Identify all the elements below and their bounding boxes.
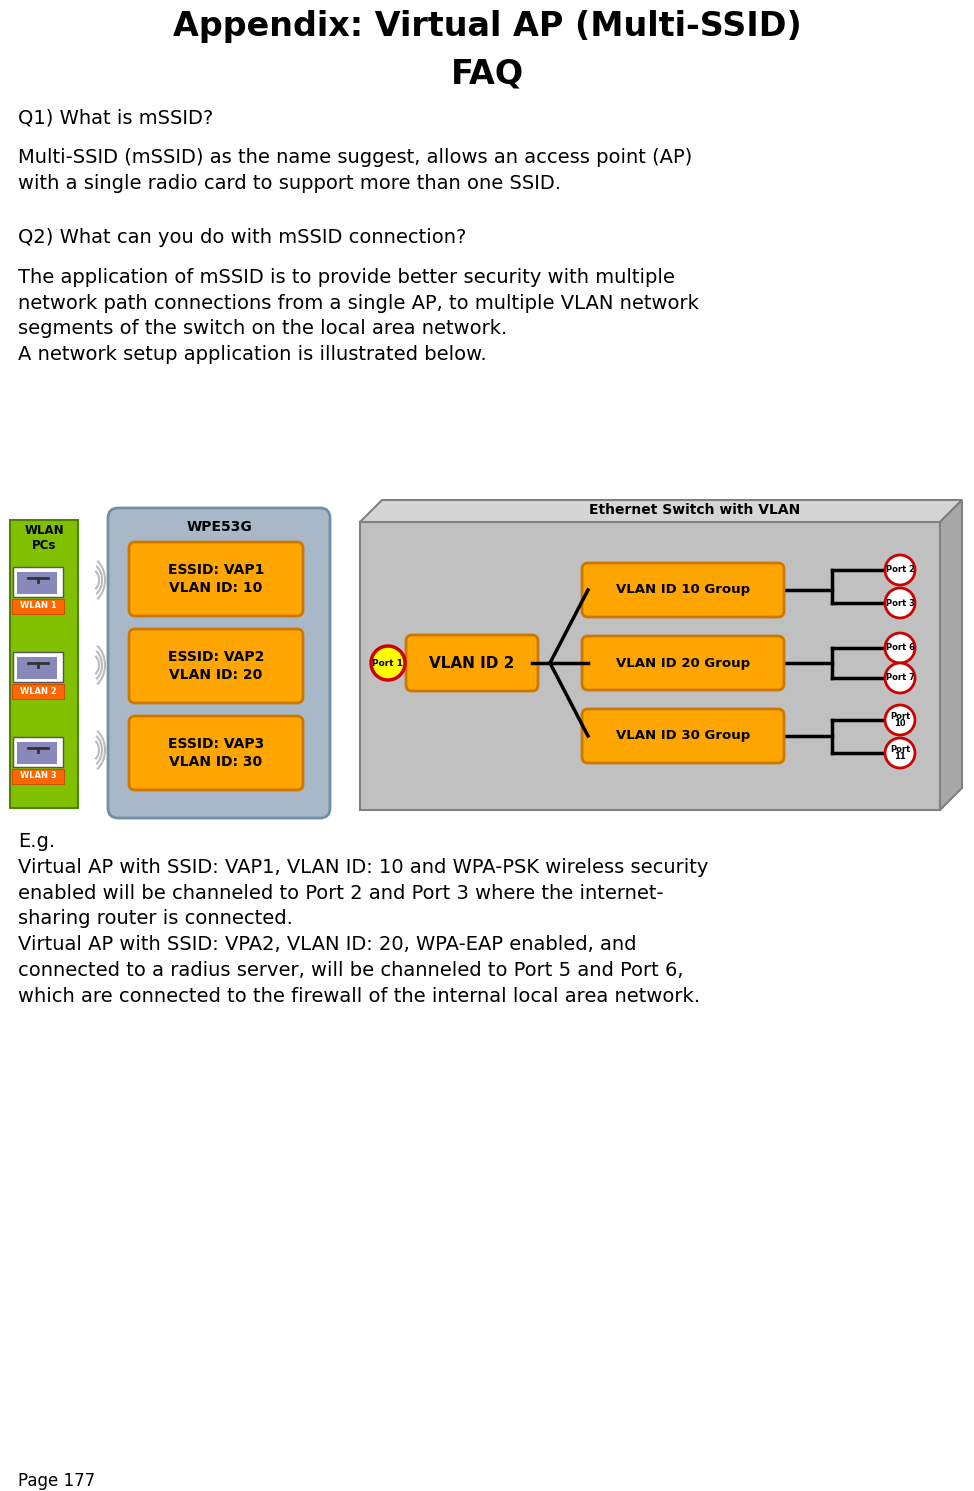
- Polygon shape: [360, 499, 962, 522]
- Circle shape: [885, 587, 915, 617]
- Text: VLAN ID 30 Group: VLAN ID 30 Group: [616, 729, 750, 743]
- Text: WLAN 1: WLAN 1: [19, 601, 56, 610]
- Text: Port 6: Port 6: [885, 644, 915, 653]
- Text: Q2) What can you do with mSSID connection?: Q2) What can you do with mSSID connectio…: [18, 228, 467, 248]
- Text: Port 1: Port 1: [372, 659, 403, 668]
- FancyBboxPatch shape: [13, 652, 63, 681]
- Text: VLAN ID 20 Group: VLAN ID 20 Group: [616, 656, 750, 669]
- Text: ESSID: VAP1
VLAN ID: 10: ESSID: VAP1 VLAN ID: 10: [168, 564, 264, 595]
- FancyBboxPatch shape: [17, 573, 57, 593]
- Text: Appendix: Virtual AP (Multi-SSID): Appendix: Virtual AP (Multi-SSID): [172, 10, 802, 43]
- Text: Virtual AP with SSID: VAP1, VLAN ID: 10 and WPA-PSK wireless security
enabled wi: Virtual AP with SSID: VAP1, VLAN ID: 10 …: [18, 857, 708, 1006]
- Circle shape: [885, 634, 915, 663]
- FancyBboxPatch shape: [129, 629, 303, 702]
- Text: ESSID: VAP3
VLAN ID: 30: ESSID: VAP3 VLAN ID: 30: [168, 738, 264, 769]
- Circle shape: [885, 705, 915, 735]
- Text: Page 177: Page 177: [18, 1472, 95, 1490]
- FancyBboxPatch shape: [17, 658, 57, 678]
- Text: Q1) What is mSSID?: Q1) What is mSSID?: [18, 107, 213, 127]
- Text: Port
10: Port 10: [890, 711, 910, 729]
- Text: FAQ: FAQ: [450, 58, 524, 91]
- FancyBboxPatch shape: [13, 737, 63, 766]
- Text: Port 3: Port 3: [885, 598, 915, 607]
- FancyBboxPatch shape: [129, 716, 303, 790]
- Text: VLAN ID 10 Group: VLAN ID 10 Group: [616, 583, 750, 596]
- Text: VLAN ID 2: VLAN ID 2: [430, 656, 514, 671]
- Text: ESSID: VAP2
VLAN ID: 20: ESSID: VAP2 VLAN ID: 20: [168, 650, 264, 681]
- Text: Multi-SSID (mSSID) as the name suggest, allows an access point (AP)
with a singl: Multi-SSID (mSSID) as the name suggest, …: [18, 148, 693, 192]
- Circle shape: [885, 738, 915, 768]
- FancyBboxPatch shape: [406, 635, 538, 690]
- FancyBboxPatch shape: [13, 567, 63, 596]
- Circle shape: [885, 663, 915, 693]
- FancyBboxPatch shape: [12, 769, 64, 784]
- Text: WLAN
PCs: WLAN PCs: [24, 523, 64, 552]
- FancyBboxPatch shape: [12, 684, 64, 699]
- FancyBboxPatch shape: [582, 564, 784, 617]
- FancyBboxPatch shape: [17, 743, 57, 763]
- Circle shape: [371, 646, 405, 680]
- FancyBboxPatch shape: [129, 543, 303, 616]
- FancyBboxPatch shape: [12, 599, 64, 614]
- Text: WPE53G: WPE53G: [186, 520, 252, 534]
- FancyBboxPatch shape: [582, 710, 784, 763]
- Text: Port 2: Port 2: [885, 565, 915, 574]
- Text: Port 7: Port 7: [885, 674, 915, 683]
- Text: Ethernet Switch with VLAN: Ethernet Switch with VLAN: [589, 502, 801, 517]
- FancyBboxPatch shape: [10, 520, 78, 808]
- Text: Port
11: Port 11: [890, 744, 910, 762]
- FancyBboxPatch shape: [108, 508, 330, 819]
- Text: WLAN 3: WLAN 3: [19, 771, 56, 780]
- Text: E.g.: E.g.: [18, 832, 56, 851]
- FancyBboxPatch shape: [582, 637, 784, 690]
- Polygon shape: [940, 499, 962, 810]
- FancyBboxPatch shape: [360, 522, 940, 810]
- Text: WLAN 2: WLAN 2: [19, 686, 56, 695]
- Circle shape: [885, 555, 915, 584]
- Text: The application of mSSID is to provide better security with multiple
network pat: The application of mSSID is to provide b…: [18, 268, 699, 364]
